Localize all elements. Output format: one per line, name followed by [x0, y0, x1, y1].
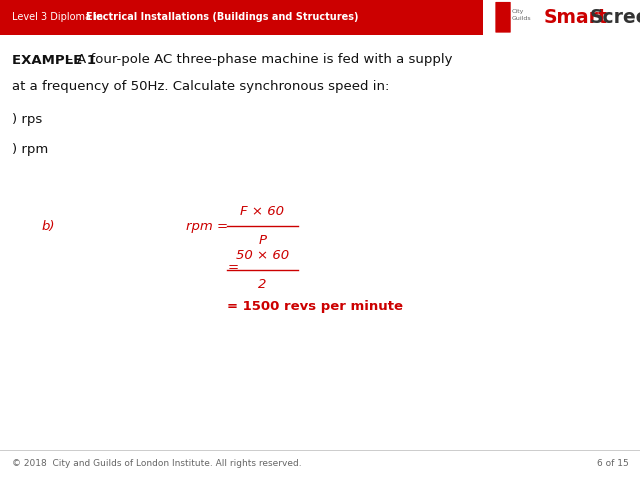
Text: ) rps: ) rps [12, 113, 42, 127]
Text: ) rpm: ) rpm [12, 143, 48, 156]
Text: 2: 2 [258, 277, 267, 291]
Text: EXAMPLE 1: EXAMPLE 1 [12, 53, 95, 67]
Text: Electrical Installations (Buildings and Structures): Electrical Installations (Buildings and … [86, 12, 359, 22]
Text: = 1500 revs per minute: = 1500 revs per minute [227, 300, 403, 313]
Text: Smart: Smart [544, 8, 608, 27]
Text: =: = [227, 261, 238, 275]
Text: Screen: Screen [590, 8, 640, 27]
Text: 6 of 15: 6 of 15 [596, 459, 628, 468]
Text: Guilds: Guilds [512, 16, 532, 21]
Text: – A four-pole AC three-phase machine is fed with a supply: – A four-pole AC three-phase machine is … [62, 53, 452, 67]
Text: © 2018  City and Guilds of London Institute. All rights reserved.: © 2018 City and Guilds of London Institu… [12, 459, 301, 468]
Text: at a frequency of 50Hz. Calculate synchronous speed in:: at a frequency of 50Hz. Calculate synchr… [12, 80, 389, 93]
Text: Level 3 Diploma in: Level 3 Diploma in [12, 12, 106, 22]
Text: rpm =: rpm = [186, 220, 228, 233]
Text: City: City [512, 9, 524, 14]
Text: 50 × 60: 50 × 60 [236, 249, 289, 262]
Text: F × 60: F × 60 [241, 204, 284, 218]
Text: P: P [259, 233, 266, 247]
Text: b): b) [42, 220, 55, 233]
